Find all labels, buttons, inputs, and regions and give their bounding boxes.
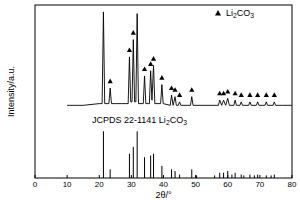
reference-stick bbox=[231, 175, 232, 178]
x-tick-label: 50 bbox=[191, 180, 200, 189]
peak-marker bbox=[233, 91, 238, 96]
x-tick-label: 10 bbox=[63, 180, 72, 189]
peak-marker bbox=[108, 79, 113, 84]
reference-stick bbox=[153, 154, 154, 178]
peak-marker bbox=[159, 75, 164, 80]
annotation: JCPDS 22-1141 Li2CO3 bbox=[92, 115, 187, 126]
x-tick bbox=[292, 175, 293, 178]
y-axis-label: Intensity/a.u. bbox=[6, 66, 16, 117]
legend: Li2CO3 bbox=[215, 8, 254, 19]
peak-marker bbox=[225, 89, 230, 94]
reference-stick bbox=[144, 157, 145, 178]
reference-stick bbox=[227, 171, 228, 178]
reference-stick bbox=[235, 173, 236, 178]
reference-stick bbox=[214, 175, 215, 178]
x-tick bbox=[99, 175, 100, 178]
x-tick-label: 30 bbox=[127, 180, 136, 189]
reference-stick bbox=[110, 169, 111, 178]
plot-frame bbox=[35, 5, 292, 178]
peak-marker bbox=[189, 87, 194, 92]
x-tick-label: 60 bbox=[223, 180, 232, 189]
reference-stick bbox=[175, 171, 176, 178]
reference-stick bbox=[103, 131, 104, 178]
legend-label: Li2CO3 bbox=[226, 8, 254, 19]
reference-stick bbox=[179, 175, 180, 178]
reference-stick bbox=[219, 173, 220, 178]
x-tick-label: 20 bbox=[95, 180, 104, 189]
reference-stick bbox=[196, 175, 197, 178]
peak-marker bbox=[151, 56, 156, 61]
reference-stick bbox=[150, 156, 151, 178]
x-tick-label: 70 bbox=[255, 180, 264, 189]
x-tick bbox=[259, 175, 260, 178]
reference-stick bbox=[129, 154, 130, 178]
x-tick bbox=[163, 175, 164, 178]
peak-marker bbox=[239, 92, 244, 97]
peak-marker bbox=[221, 91, 226, 96]
plot-area bbox=[67, 12, 292, 178]
reference-stick bbox=[249, 175, 250, 178]
peak-marker bbox=[169, 85, 174, 90]
x-tick bbox=[195, 175, 196, 178]
x-tick-label: 0 bbox=[33, 180, 38, 189]
x-tick bbox=[67, 175, 68, 178]
peak-marker bbox=[264, 92, 269, 97]
peak-marker bbox=[148, 61, 153, 66]
peak-marker bbox=[127, 47, 132, 52]
x-tick bbox=[35, 175, 36, 178]
reference-stick bbox=[137, 131, 138, 178]
x-tick bbox=[131, 175, 132, 178]
x-tick-label: 40 bbox=[159, 180, 168, 189]
reference-stick bbox=[271, 175, 272, 178]
reference-stick bbox=[191, 169, 192, 178]
peak-marker bbox=[131, 30, 136, 35]
peak-marker bbox=[177, 92, 182, 97]
reference-stick bbox=[274, 175, 275, 178]
peak-marker bbox=[142, 66, 147, 71]
peak-marker bbox=[172, 87, 177, 92]
peak-marker bbox=[247, 92, 252, 97]
reference-stick bbox=[241, 175, 242, 178]
reference-stick bbox=[243, 175, 244, 178]
reference-stick bbox=[161, 166, 162, 178]
reference-stick bbox=[257, 175, 258, 178]
reference-stick bbox=[254, 175, 255, 178]
x-axis-label: 2θ/° bbox=[155, 190, 172, 200]
reference-stick bbox=[133, 147, 134, 178]
peak-marker bbox=[272, 92, 277, 97]
peak-marker bbox=[255, 92, 260, 97]
x-tick-label: 80 bbox=[288, 180, 297, 189]
reference-stick bbox=[266, 175, 267, 178]
reference-stick bbox=[223, 173, 224, 178]
chart-svg: 0 10 20 30 40 50 60 70 80 2θ/° Intensity/a.u. JCPDS… bbox=[0, 0, 300, 200]
chart-container: 0 10 20 30 40 50 60 70 80 2θ/° Intensity/a.u. JCPDS… bbox=[0, 0, 300, 200]
pattern-line bbox=[67, 12, 292, 105]
reference-stick bbox=[171, 169, 172, 178]
legend-symbol bbox=[215, 10, 221, 15]
